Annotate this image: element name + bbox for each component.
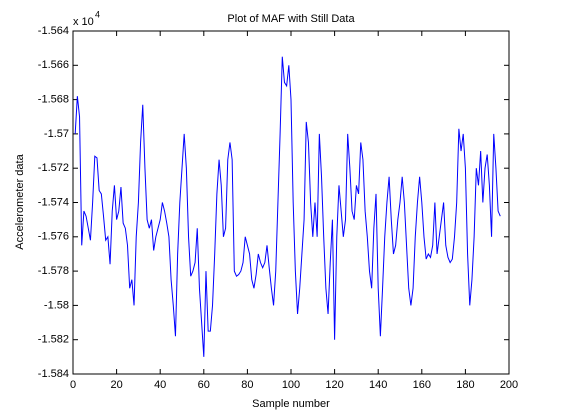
x-axis-label: Sample number: [252, 398, 330, 410]
y-tick-label: -1.574: [38, 196, 69, 208]
y-tick-label: -1.578: [38, 265, 69, 277]
x-tick-label: 20: [110, 379, 122, 391]
x-tick-label: 60: [198, 379, 210, 391]
y-tick-label: -1.566: [38, 59, 69, 71]
x-tick-label: 180: [456, 379, 474, 391]
x-tick-label: 80: [241, 379, 253, 391]
axis-multiplier-exponent: 4: [95, 9, 100, 19]
y-tick-label: -1.564: [38, 25, 69, 37]
data-line: [74, 56, 501, 357]
axis-multiplier: x 10: [73, 16, 94, 28]
x-tick-label: 40: [154, 379, 166, 391]
y-tick-label: -1.576: [38, 231, 69, 243]
x-tick-label: 140: [369, 379, 387, 391]
x-tick-label: 200: [500, 379, 518, 391]
plot-box: [72, 30, 510, 375]
y-tick-label: -1.57: [44, 128, 69, 140]
x-tick-label: 100: [282, 379, 300, 391]
y-tick-label: -1.58: [44, 299, 69, 311]
y-tick-label: -1.582: [38, 334, 69, 346]
chart-title: Plot of MAF with Still Data: [227, 13, 355, 25]
y-tick-label: -1.568: [38, 94, 69, 106]
x-tick-label: 0: [70, 379, 76, 391]
x-tick-label: 120: [325, 379, 343, 391]
y-tick-label: -1.584: [38, 368, 69, 380]
y-axis-label: Accelerometer data: [14, 153, 26, 249]
y-tick-label: -1.572: [38, 162, 69, 174]
x-tick-label: 160: [413, 379, 431, 391]
